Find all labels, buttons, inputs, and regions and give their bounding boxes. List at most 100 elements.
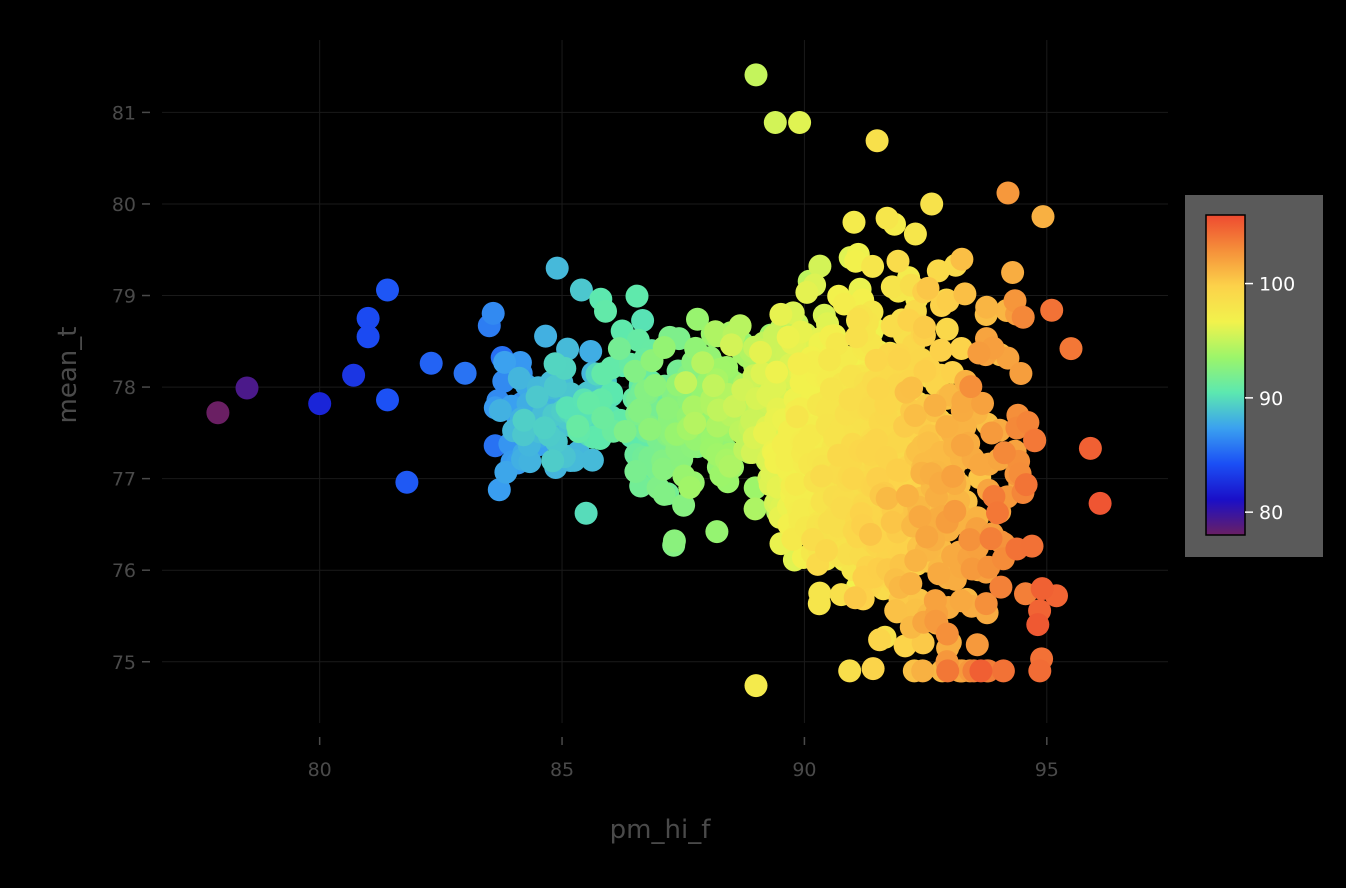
y-tick-label: 76 <box>112 560 136 582</box>
data-point <box>718 454 742 478</box>
data-point <box>512 408 536 432</box>
data-point <box>543 352 567 376</box>
data-point <box>683 411 707 435</box>
data-point <box>753 421 776 445</box>
data-point <box>613 420 637 443</box>
data-point <box>518 450 542 474</box>
data-point <box>868 628 892 652</box>
data-point <box>864 348 888 372</box>
data-point <box>792 432 816 455</box>
data-point <box>991 659 1015 683</box>
data-point <box>996 181 1020 205</box>
data-point <box>652 482 676 506</box>
data-point <box>916 276 940 300</box>
data-point <box>920 192 944 216</box>
data-point <box>808 254 832 278</box>
data-point <box>1030 577 1054 601</box>
y-axis-title: mean_t <box>53 327 83 424</box>
data-point <box>884 599 908 623</box>
data-point <box>607 337 631 361</box>
data-point <box>638 417 662 441</box>
data-point <box>356 325 380 349</box>
data-point <box>971 391 994 415</box>
data-point <box>941 464 965 488</box>
data-point <box>487 478 511 502</box>
data-point <box>543 374 567 398</box>
data-point <box>594 299 617 323</box>
data-point <box>865 129 889 153</box>
data-point <box>875 486 899 510</box>
data-point <box>958 528 982 552</box>
data-point <box>481 301 505 325</box>
x-tick-label: 80 <box>308 759 332 781</box>
data-point <box>950 433 974 457</box>
data-point <box>787 352 811 376</box>
data-point <box>702 374 726 398</box>
data-point <box>859 522 882 546</box>
colorbar-tick-label: 90 <box>1259 388 1283 410</box>
data-point <box>719 333 743 357</box>
data-point <box>525 385 549 409</box>
data-point <box>861 254 885 278</box>
data-point <box>1001 261 1025 284</box>
data-point <box>974 592 998 616</box>
data-point <box>419 351 443 375</box>
data-point <box>880 275 904 299</box>
data-point <box>992 441 1016 465</box>
data-point <box>206 401 230 425</box>
data-point <box>959 375 983 399</box>
data-point <box>574 501 598 525</box>
colorbar-tick-label: 100 <box>1259 274 1295 296</box>
data-point <box>842 210 866 234</box>
data-point <box>784 472 808 496</box>
data-point <box>356 306 380 330</box>
data-point <box>591 406 615 430</box>
data-point <box>728 314 752 338</box>
data-point <box>979 527 1003 551</box>
axes: 80 85 90 95 75 76 77 78 79 80 81 <box>112 102 1059 781</box>
data-point <box>949 337 973 360</box>
data-point <box>1011 305 1035 329</box>
data-point <box>1040 298 1064 322</box>
data-point <box>899 572 923 596</box>
data-point <box>703 320 727 344</box>
y-tick-label: 75 <box>112 652 136 674</box>
y-tick-label: 79 <box>112 286 136 308</box>
data-point <box>453 361 477 385</box>
y-tick-label: 78 <box>112 377 136 399</box>
data-point <box>686 307 709 331</box>
data-point <box>534 324 558 348</box>
data-point <box>845 325 869 349</box>
data-point <box>1078 436 1102 460</box>
data-point <box>838 659 862 683</box>
y-tick-label: 77 <box>112 469 136 491</box>
data-point <box>533 416 556 440</box>
x-tick-label: 95 <box>1035 759 1059 781</box>
data-point <box>493 350 517 374</box>
data-point <box>771 433 795 457</box>
data-point <box>785 405 809 429</box>
data-point <box>927 562 951 586</box>
data-point <box>507 366 531 390</box>
data-point <box>911 659 935 683</box>
data-point <box>832 292 856 316</box>
data-point <box>795 280 819 304</box>
data-point <box>1014 473 1038 497</box>
data-point <box>861 657 885 681</box>
data-point <box>765 360 789 384</box>
data-point <box>569 278 593 302</box>
data-point <box>1088 491 1112 515</box>
data-point <box>818 348 841 372</box>
data-point <box>904 549 928 572</box>
data-point <box>643 373 667 397</box>
data-point <box>376 388 399 412</box>
data-point <box>376 278 399 302</box>
data-point <box>887 347 911 371</box>
data-point <box>969 659 993 683</box>
data-point <box>986 501 1009 525</box>
data-point <box>769 302 793 326</box>
data-point <box>691 351 715 375</box>
data-point <box>949 589 973 613</box>
data-point <box>308 392 332 416</box>
